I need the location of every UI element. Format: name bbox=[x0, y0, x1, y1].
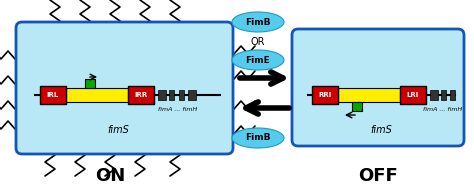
Bar bbox=[179, 90, 184, 100]
Ellipse shape bbox=[232, 50, 284, 70]
Text: FimE: FimE bbox=[246, 55, 270, 64]
Bar bbox=[338, 88, 400, 102]
Ellipse shape bbox=[232, 12, 284, 32]
Text: RRI: RRI bbox=[319, 92, 332, 98]
Text: ON: ON bbox=[95, 167, 125, 185]
Bar bbox=[450, 90, 455, 100]
Bar bbox=[352, 102, 362, 111]
Bar bbox=[66, 88, 128, 102]
Bar bbox=[312, 86, 338, 104]
Bar bbox=[85, 79, 95, 88]
Bar bbox=[40, 86, 66, 104]
Bar bbox=[158, 90, 166, 100]
Bar bbox=[430, 90, 438, 100]
Text: IRL: IRL bbox=[47, 92, 59, 98]
Text: FimB: FimB bbox=[245, 133, 271, 142]
Bar bbox=[128, 86, 154, 104]
Text: fimA ... fimH: fimA ... fimH bbox=[423, 107, 463, 112]
Text: LRI: LRI bbox=[407, 92, 419, 98]
FancyBboxPatch shape bbox=[16, 22, 233, 154]
Bar bbox=[441, 90, 446, 100]
Text: fimS: fimS bbox=[107, 125, 129, 135]
Text: IRR: IRR bbox=[134, 92, 147, 98]
Text: OR: OR bbox=[251, 37, 265, 47]
Bar bbox=[400, 86, 426, 104]
Bar bbox=[169, 90, 174, 100]
Text: fimA ... fimH: fimA ... fimH bbox=[158, 107, 198, 112]
Ellipse shape bbox=[232, 128, 284, 148]
Text: FimB: FimB bbox=[245, 17, 271, 26]
Text: fimS: fimS bbox=[370, 125, 392, 135]
FancyBboxPatch shape bbox=[292, 29, 464, 146]
Bar bbox=[188, 90, 196, 100]
Text: OFF: OFF bbox=[358, 167, 398, 185]
